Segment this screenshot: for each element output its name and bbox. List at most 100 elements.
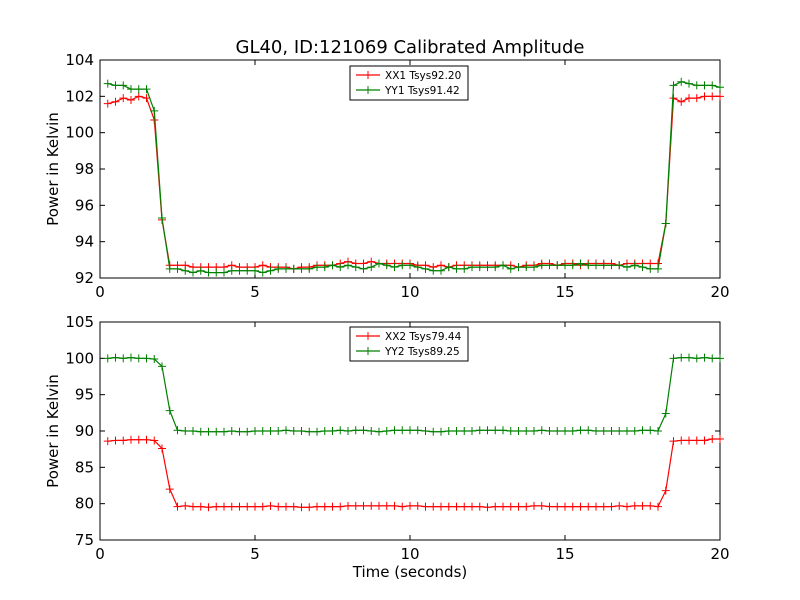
x-axis-label: Time (seconds) <box>352 563 468 581</box>
data-point-marker <box>212 427 221 436</box>
data-point-marker <box>460 264 469 273</box>
data-point-marker <box>297 264 306 273</box>
data-point-marker <box>553 427 562 435</box>
legend-label: YY2 Tsys89.25 <box>384 346 460 358</box>
data-point-marker <box>444 263 453 272</box>
data-point-marker <box>150 106 159 115</box>
data-point-marker <box>251 427 259 435</box>
data-point-marker <box>413 426 422 435</box>
y-axis-label: Power in Kelvin <box>44 112 62 226</box>
data-point-marker <box>646 264 655 273</box>
data-point-marker <box>444 427 453 435</box>
data-point-marker <box>708 81 717 90</box>
data-point-marker <box>468 427 476 435</box>
data-point-marker <box>103 354 112 363</box>
y-tick-label: 100 <box>65 349 94 367</box>
data-point-marker <box>638 501 647 510</box>
data-point-marker <box>545 427 554 435</box>
data-point-marker <box>220 427 228 436</box>
data-point-marker <box>553 502 562 511</box>
data-point-marker <box>375 259 383 268</box>
data-point-marker <box>537 261 546 270</box>
data-point-marker <box>452 427 461 435</box>
data-point-marker <box>421 502 430 511</box>
data-point-marker <box>390 426 399 435</box>
y-axis-label: Power in Kelvin <box>44 374 62 488</box>
data-point-marker <box>313 427 321 436</box>
legend-marker <box>364 332 372 340</box>
data-point-marker <box>514 502 523 511</box>
data-point-marker <box>568 502 577 511</box>
x-tick-label: 5 <box>250 545 260 563</box>
data-point-marker <box>537 501 546 510</box>
data-point-marker <box>468 263 476 272</box>
data-point-marker <box>460 502 469 511</box>
data-point-marker <box>282 426 290 435</box>
data-point-marker <box>685 436 693 445</box>
data-point-marker <box>336 502 345 511</box>
data-point-marker <box>351 501 360 510</box>
data-point-marker <box>119 81 128 90</box>
data-point-marker <box>661 486 670 495</box>
data-point-marker <box>173 502 182 511</box>
data-point-marker <box>103 437 112 446</box>
data-point-marker <box>103 99 112 108</box>
data-point-marker <box>305 427 314 436</box>
data-point-marker <box>212 502 221 511</box>
data-point-marker <box>592 502 600 511</box>
y-tick-label: 75 <box>75 531 94 549</box>
data-point-marker <box>599 502 608 511</box>
data-point-marker <box>452 502 461 511</box>
data-point-marker <box>700 436 709 445</box>
data-point-marker <box>305 503 314 512</box>
data-point-marker <box>243 427 252 436</box>
data-point-marker <box>475 263 484 272</box>
data-point-marker <box>499 261 507 270</box>
data-point-marker <box>646 426 655 435</box>
data-point-marker <box>592 261 600 270</box>
data-point-marker <box>491 426 500 435</box>
data-point-marker <box>328 261 337 270</box>
data-point-marker <box>359 426 368 435</box>
data-point-marker <box>134 435 143 444</box>
data-point-marker <box>568 261 577 270</box>
x-tick-label: 10 <box>400 545 419 563</box>
data-point-marker <box>584 502 593 511</box>
data-point-marker <box>677 353 686 362</box>
data-point-marker <box>630 261 639 270</box>
data-point-marker <box>607 427 616 435</box>
data-point-marker <box>251 502 259 511</box>
data-point-marker <box>266 266 275 275</box>
data-point-marker <box>615 261 624 270</box>
data-point-marker <box>475 502 484 511</box>
data-point-marker <box>243 502 252 511</box>
data-point-marker <box>320 502 329 511</box>
y-tick-label: 98 <box>75 160 94 178</box>
data-point-marker <box>398 426 407 435</box>
data-point-marker <box>235 266 244 275</box>
data-point-marker <box>576 259 585 268</box>
data-point-marker <box>716 92 724 101</box>
data-point-marker <box>282 264 290 273</box>
y-tick-label: 102 <box>65 87 94 105</box>
data-point-marker <box>406 501 414 510</box>
data-point-marker <box>134 354 143 363</box>
data-point-marker <box>530 427 538 435</box>
data-point-marker <box>289 264 298 273</box>
data-point-marker <box>437 266 445 275</box>
data-point-marker <box>382 501 391 510</box>
data-point-marker <box>336 263 345 272</box>
data-point-marker <box>576 502 585 511</box>
x-tick-label: 5 <box>250 283 260 301</box>
data-point-marker <box>127 95 135 104</box>
data-point-marker <box>429 427 438 436</box>
data-point-marker <box>522 263 531 272</box>
data-point-marker <box>708 92 717 101</box>
data-point-marker <box>413 501 422 510</box>
data-point-marker <box>158 362 166 371</box>
data-point-marker <box>437 502 445 511</box>
y-tick-label: 100 <box>65 124 94 142</box>
data-point-marker <box>297 503 306 512</box>
data-point-marker <box>344 427 352 435</box>
y-tick-label: 90 <box>75 422 94 440</box>
